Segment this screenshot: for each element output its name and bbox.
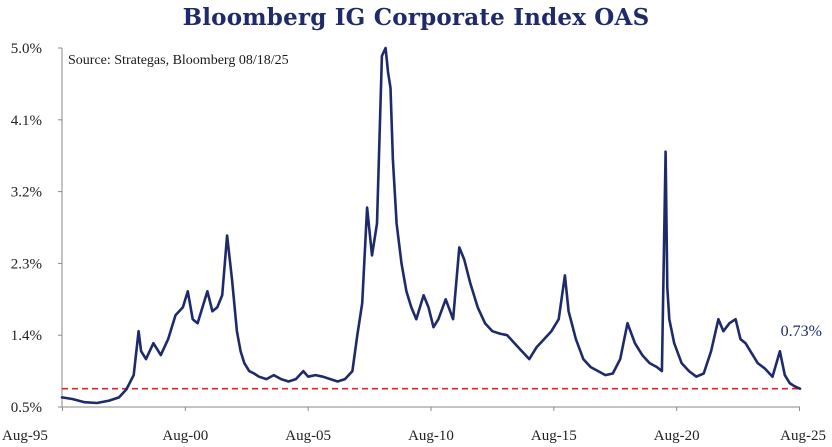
x-tick-label: Aug-20	[654, 428, 700, 444]
last-value-label: 0.73%	[781, 323, 822, 340]
series-line-ig-oas	[60, 46, 802, 405]
x-tick-label: Aug-05	[285, 428, 331, 444]
x-tick-label: Aug-25	[780, 428, 826, 444]
chart-source: Source: Strategas, Bloomberg 08/18/25	[68, 53, 289, 68]
y-tick-label: 5.0%	[11, 41, 42, 57]
y-tick-label: 0.5%	[11, 400, 42, 416]
x-tick-label: Aug-95	[2, 428, 48, 444]
x-axis: Aug-95 Aug-00 Aug-05 Aug-10 Aug-15 Aug-20 Aug-…	[2, 406, 826, 444]
y-tick-label: 4.1%	[11, 113, 42, 129]
x-tick-label: Aug-00	[162, 428, 208, 444]
x-tick-label: Aug-10	[408, 428, 454, 444]
x-tick-label: Aug-15	[531, 428, 577, 444]
y-axis: 0.5% 1.4% 2.3% 3.2% 4.1% 5.0%	[11, 41, 63, 416]
y-tick-label: 1.4%	[11, 328, 42, 344]
y-tick-label: 3.2%	[11, 185, 42, 201]
chart-title: Bloomberg IG Corporate Index OAS	[182, 4, 650, 31]
y-tick-label: 2.3%	[11, 256, 42, 272]
